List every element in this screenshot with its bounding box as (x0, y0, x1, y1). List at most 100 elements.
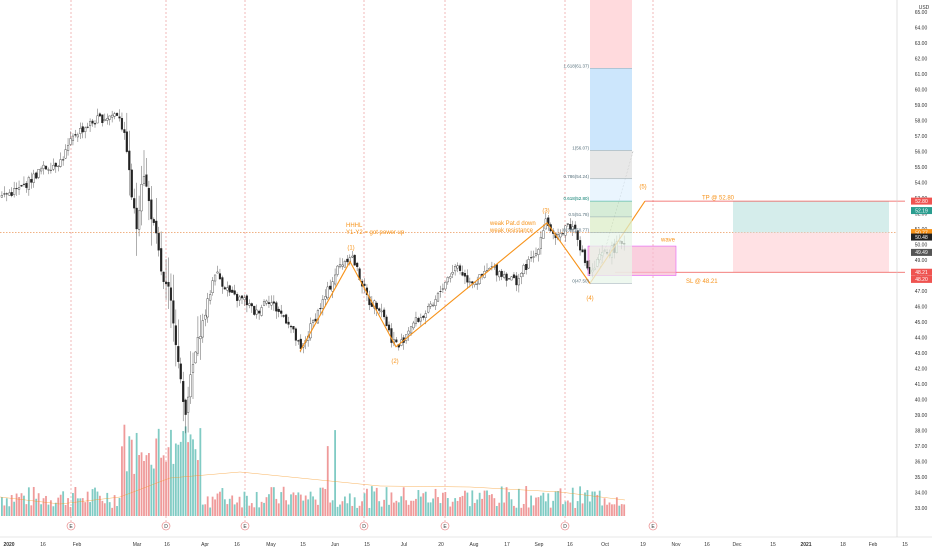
price-tag-label: 52.19 (915, 208, 928, 214)
volume-bar (231, 495, 234, 516)
volume-bar (473, 502, 476, 516)
fib-level-label: 0.786(54.24) (563, 174, 589, 179)
candle-body (329, 285, 332, 290)
candle-body (30, 179, 33, 183)
candle-body (500, 270, 503, 277)
candle-body (138, 210, 141, 230)
volume-bar (363, 493, 366, 516)
volume-bar (432, 498, 434, 516)
volume-bar (557, 491, 559, 516)
volume-bar (226, 504, 229, 516)
candle-body (226, 287, 229, 291)
tp-label: TP @ 52.80 (702, 196, 735, 202)
candle-body (255, 309, 258, 315)
price-tick-label: 57.00 (915, 134, 928, 140)
time-axis[interactable]: 2020 16 Feb Mar 16 Apr 16 May 15 Jun 15 Jul 20 Aug 17 S… (0, 536, 932, 548)
volume-bar (13, 501, 16, 516)
candle-body (571, 226, 574, 231)
event-marker-circle (359, 521, 369, 531)
volume-bar (253, 507, 256, 516)
volume-bar (598, 490, 601, 516)
candle-body (314, 318, 317, 322)
volume-bar (140, 452, 143, 516)
price-tick-label: 42.00 (915, 367, 928, 373)
candle-body (446, 277, 449, 283)
time-tick-label: 16 (234, 542, 240, 548)
candle-body (522, 264, 525, 274)
price-tick-label: 45.00 (915, 320, 928, 326)
candle-body (456, 265, 459, 269)
volume-bar (446, 498, 449, 516)
candle-body (334, 274, 337, 285)
candle-body (451, 272, 454, 275)
candle-body (285, 314, 288, 324)
volume-bar (508, 492, 510, 516)
candle-body (216, 271, 219, 274)
volume-bar (192, 439, 194, 516)
time-tick-label: 15 (300, 542, 306, 548)
volume-bar (424, 491, 427, 516)
candle-body (378, 308, 381, 311)
volume-bar (368, 507, 371, 516)
candle-body (539, 236, 542, 249)
candle-body (299, 338, 302, 349)
candle-body (387, 324, 391, 331)
volume-bar (596, 494, 599, 516)
wave-label: (4) (586, 296, 593, 302)
candle-body (196, 337, 199, 354)
volume-bar (214, 499, 216, 516)
candle-body (559, 233, 562, 238)
time-tick-label: 2021 (800, 542, 811, 548)
volume-bar (116, 506, 118, 516)
volume-bar (250, 503, 253, 516)
volume-bar (559, 488, 562, 516)
candle-body (187, 396, 190, 413)
volume-bar (385, 487, 388, 516)
candle-body (182, 381, 185, 402)
price-axis[interactable]: USD 33.00 34.00 35.00 36.00 37.00 38.00 39.00 40… (896, 0, 930, 537)
volume-bar (54, 502, 57, 516)
candle-body (211, 280, 214, 294)
candle-body (125, 131, 128, 152)
candle-body (142, 176, 146, 184)
candle-body (49, 169, 52, 172)
price-tick-label: 59.00 (915, 103, 928, 109)
volume-bar (566, 500, 569, 516)
price-tag-box (911, 268, 932, 276)
volume-bar (94, 487, 96, 516)
volume-bar (422, 493, 425, 516)
volume-bar (42, 498, 45, 516)
candle-body (128, 150, 131, 171)
candle-body (341, 264, 344, 267)
volume-bar (402, 487, 405, 516)
volume-bar (52, 506, 55, 516)
candle-body (507, 278, 511, 280)
price-tag-label: 48.21 (915, 270, 928, 276)
volume-bar (312, 496, 314, 516)
candle-body (282, 315, 285, 317)
volume-bar (454, 498, 457, 516)
volume-bars (0, 424, 626, 516)
candle-body (321, 299, 324, 309)
volume-bar (341, 501, 344, 516)
volume-bar (302, 500, 305, 516)
volume-bar (211, 496, 214, 516)
volume-bar (361, 501, 363, 516)
price-tag-box (911, 248, 932, 256)
volume-bar (121, 446, 123, 516)
event-marker-circle (240, 521, 250, 531)
stop-loss-zone (733, 232, 889, 273)
candle-body (466, 275, 469, 283)
volume-bar (174, 443, 177, 516)
candle-body (525, 264, 528, 271)
candle-body (564, 225, 567, 236)
candle-body (108, 115, 111, 120)
volume-bar (86, 491, 89, 516)
candle-body (157, 233, 160, 251)
price-tick-label: 41.00 (915, 382, 928, 388)
candle-body (395, 339, 398, 343)
volume-bar (503, 502, 506, 516)
candle-body (356, 262, 359, 267)
